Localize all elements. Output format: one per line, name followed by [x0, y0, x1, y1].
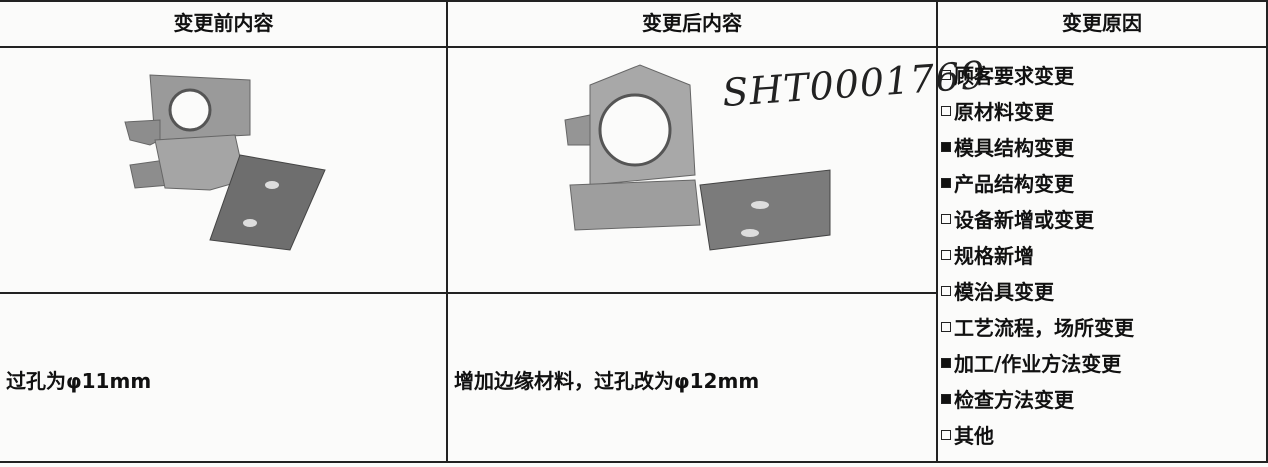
reason-label: 顾客要求变更 — [954, 64, 1074, 88]
rule — [0, 292, 937, 294]
reason-item: 设备新增或变更 — [941, 204, 1094, 233]
checkbox — [941, 141, 951, 152]
checkbox — [941, 357, 951, 368]
reason-item: 检查方法变更 — [941, 384, 1074, 413]
reason-label: 检查方法变更 — [954, 388, 1074, 412]
reason-label: 产品结构变更 — [954, 172, 1074, 196]
checkbox — [941, 213, 951, 224]
rule — [446, 0, 448, 463]
description: 过孔为φ11mm — [6, 369, 152, 393]
checkbox — [941, 429, 951, 440]
reason-label: 加工/作业方法变更 — [954, 352, 1122, 376]
description: 增加边缘材料，过孔改为φ12mm — [454, 369, 760, 393]
reason-item: 模治具变更 — [941, 276, 1054, 305]
checkbox — [941, 177, 951, 188]
reason-label: 其他 — [954, 424, 994, 448]
header-cell: 变更后内容 — [642, 11, 742, 35]
reason-item: 顾客要求变更 — [941, 60, 1074, 89]
checkbox — [941, 285, 951, 296]
reason-item: 加工/作业方法变更 — [941, 348, 1121, 377]
rule — [0, 46, 1268, 48]
checkbox — [941, 321, 951, 332]
reason-label: 模具结构变更 — [954, 136, 1074, 160]
reason-item: 工艺流程，场所变更 — [941, 312, 1134, 341]
checkbox — [941, 393, 951, 404]
reason-label: 设备新增或变更 — [954, 208, 1094, 232]
reason-label: 工艺流程，场所变更 — [954, 316, 1134, 340]
checkbox — [941, 69, 951, 80]
rule — [0, 0, 1268, 2]
reason-item: 原材料变更 — [941, 96, 1054, 125]
reason-label: 模治具变更 — [954, 280, 1054, 304]
part-photo-before — [124, 74, 326, 251]
part-photo-after — [564, 64, 831, 251]
reason-label: 规格新增 — [954, 244, 1034, 268]
header-cell: 变更前内容 — [173, 11, 274, 35]
reason-item: 产品结构变更 — [941, 168, 1074, 197]
rule — [0, 461, 1268, 463]
checkbox — [941, 249, 951, 260]
rule — [1266, 0, 1268, 463]
rule — [936, 0, 938, 463]
reason-item: 其他 — [941, 420, 994, 449]
reason-item: 模具结构变更 — [941, 132, 1074, 161]
checkbox — [941, 105, 951, 116]
header-cell: 变更原因 — [1062, 11, 1142, 35]
reason-label: 原材料变更 — [954, 100, 1054, 124]
reason-item: 规格新增 — [941, 240, 1034, 269]
